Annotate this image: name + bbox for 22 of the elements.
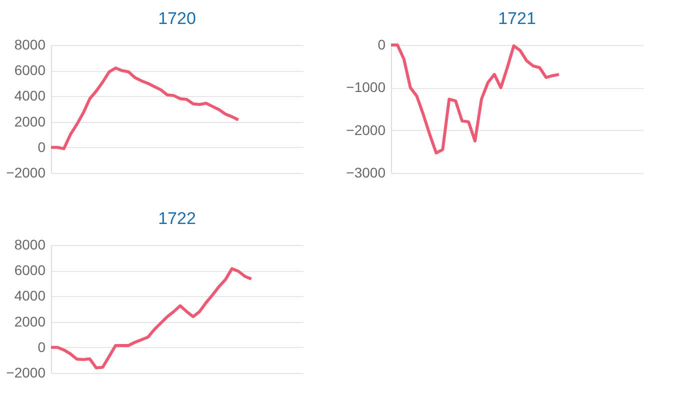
line-series: [390, 44, 560, 154]
y-tick-label: 8000: [14, 236, 46, 252]
y-tick-label: 2000: [14, 313, 46, 330]
y-tick-label: 4000: [14, 288, 46, 304]
y-tick-label: 4000: [14, 88, 46, 104]
y-tick-label: −1000: [346, 79, 386, 96]
chart-title: 1720: [158, 9, 196, 28]
y-tick-label: 6000: [14, 262, 46, 278]
y-tick-label: 6000: [14, 62, 46, 78]
y-tick-label: −2000: [6, 364, 46, 380]
y-tick-label: 0: [38, 338, 46, 355]
y-tick-label: −3000: [346, 164, 386, 180]
chart-title: 1721: [498, 9, 536, 28]
y-tick-label: 0: [38, 138, 46, 155]
line-series: [50, 267, 253, 370]
y-tick-label: −2000: [346, 122, 386, 138]
line-series: [50, 66, 240, 150]
chart-title: 1722: [158, 209, 196, 228]
y-tick-label: 0: [378, 36, 386, 52]
y-tick-label: −2000: [6, 164, 46, 180]
y-tick-label: 8000: [14, 36, 46, 52]
y-tick-label: 2000: [14, 113, 46, 130]
